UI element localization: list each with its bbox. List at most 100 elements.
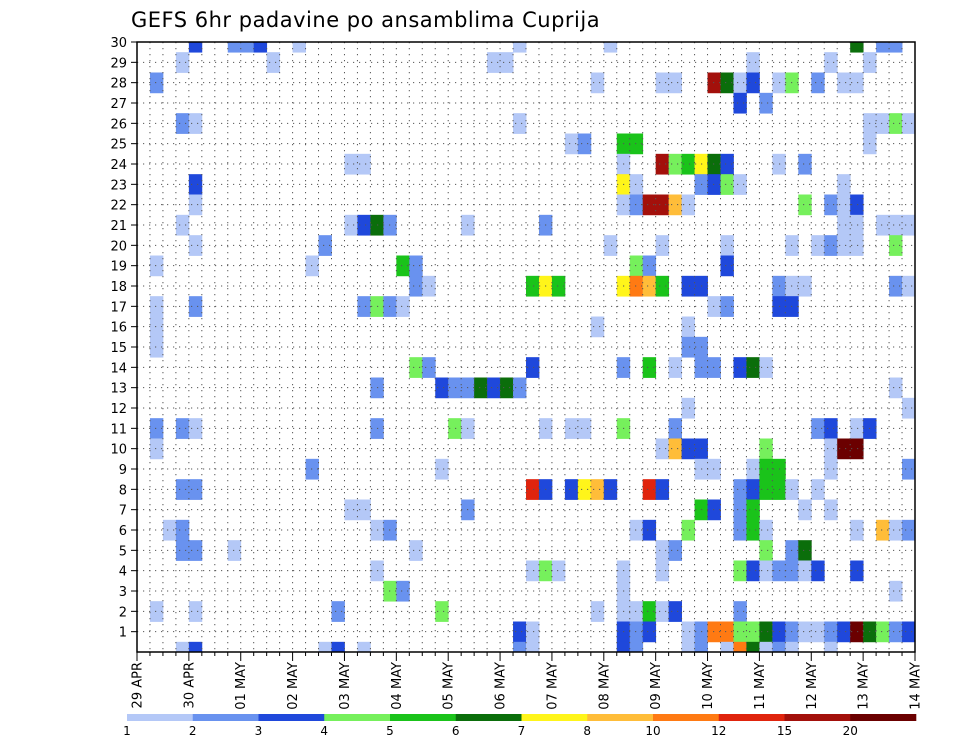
y-tick-label: 12	[110, 402, 127, 417]
heatmap-cell	[642, 479, 657, 500]
heatmap-cell	[811, 235, 825, 256]
heatmap-cell	[435, 377, 449, 399]
heatmap-cell	[500, 52, 514, 73]
heatmap-cell	[889, 621, 903, 643]
y-tick-label: 19	[110, 260, 127, 275]
plot-frame	[136, 41, 916, 653]
heatmap-cell	[759, 479, 773, 500]
heatmap-cell	[915, 73, 928, 94]
heatmap-cell	[590, 72, 605, 94]
x-axis: 29 APR 30 APR 01 MAY 02 MAY 03 MAY 04 MAY 05 M…	[131, 652, 924, 710]
heatmap-cell	[785, 662, 798, 683]
heatmap-cell	[513, 377, 527, 399]
heatmap-cell	[681, 438, 695, 460]
heatmap-cell	[629, 174, 644, 195]
heatmap-cell	[668, 153, 682, 175]
y-tick-label: 24	[110, 158, 127, 173]
heatmap-cell	[357, 641, 371, 652]
heatmap-cell	[915, 520, 928, 541]
heatmap-cell	[824, 458, 838, 480]
heatmap-cell	[720, 641, 734, 652]
heatmap-cell	[837, 214, 851, 236]
heatmap-cell	[655, 601, 670, 622]
heatmap-cell	[759, 641, 773, 652]
heatmap-cell	[824, 641, 838, 652]
heatmap-cell	[435, 458, 449, 480]
heatmap-cell	[188, 296, 203, 317]
y-tick-label: 28	[110, 77, 127, 92]
colorbar-swatch	[390, 714, 457, 721]
heatmap-cell	[915, 459, 928, 480]
colorbar-swatch	[324, 714, 391, 721]
colorbar-label: 10	[645, 724, 660, 738]
heatmap-cell	[707, 72, 721, 94]
y-tick-label: 21	[110, 219, 127, 234]
y-tick-label: 22	[110, 199, 127, 214]
heatmap-cell	[655, 235, 670, 256]
heatmap-cell	[188, 479, 203, 500]
heatmap-cell	[837, 194, 851, 216]
colorbar-label: 20	[843, 724, 858, 738]
heatmap-cell	[772, 641, 786, 652]
heatmap-cell	[915, 296, 928, 317]
heatmap-cell	[733, 174, 747, 195]
heatmap-cell	[409, 255, 423, 277]
colorbar-label: 6	[452, 724, 460, 738]
heatmap-cell	[759, 438, 773, 460]
heatmap-cell	[162, 519, 177, 541]
heatmap-cell	[629, 519, 644, 541]
heatmap-cell	[357, 214, 371, 236]
x-tick-label: 02 MAY	[286, 662, 301, 710]
heatmap-cell	[707, 357, 721, 378]
heatmap-cell	[642, 255, 657, 277]
colorbar-swatch	[850, 714, 917, 721]
heatmap-cell	[746, 560, 760, 582]
heatmap-cell	[655, 275, 670, 297]
x-tick-label: 04 MAY	[390, 662, 405, 710]
x-tick-label: 12 MAY	[805, 662, 820, 710]
heatmap-cell	[551, 275, 566, 297]
y-tick-label: 9	[119, 463, 127, 478]
heatmap-cell	[318, 235, 332, 256]
heatmap-cell	[175, 540, 190, 561]
heatmap-cell	[577, 479, 592, 500]
colorbar-swatch	[258, 714, 325, 721]
heatmap-cell	[188, 42, 203, 53]
colorbar-swatch	[718, 714, 785, 721]
colorbar-swatch	[784, 714, 851, 721]
heatmap-cell	[487, 52, 501, 73]
heatmap-cell	[668, 418, 682, 439]
heatmap-cell	[578, 662, 591, 683]
heatmap-cell	[149, 316, 164, 338]
heatmap-cell	[668, 357, 682, 378]
heatmap-cell	[850, 560, 864, 582]
heatmap-cell	[642, 194, 657, 216]
heatmap-cell	[526, 641, 540, 652]
x-tick-label: 05 MAY	[442, 662, 457, 710]
heatmap-cell	[746, 499, 760, 521]
heatmap-cell	[513, 621, 527, 643]
y-tick-label: 8	[119, 483, 127, 498]
heatmap-cell	[668, 438, 682, 460]
heatmap-cell	[681, 641, 695, 652]
y-tick-label: 25	[110, 138, 127, 153]
heatmap-cell	[616, 641, 631, 652]
heatmap-cell	[876, 621, 890, 643]
x-tick-label: 10 MAY	[701, 662, 716, 710]
heatmap-cell	[603, 235, 618, 256]
heatmap-cell	[188, 540, 203, 561]
heatmap-cell	[707, 621, 721, 643]
heatmap-cell	[526, 560, 540, 582]
heatmap-cell	[915, 52, 928, 73]
heatmap-cell	[188, 174, 203, 195]
heatmap-cell	[474, 377, 488, 399]
heatmap-cell	[850, 194, 864, 216]
heatmap-cell	[824, 438, 838, 460]
heatmap-cell	[227, 540, 242, 561]
heatmap-cell	[629, 255, 644, 277]
heatmap-cell	[188, 113, 203, 134]
heatmap-cell	[603, 479, 618, 500]
heatmap-cell	[642, 275, 657, 297]
heatmap-cell	[837, 174, 851, 195]
heatmap-cell	[175, 418, 190, 439]
